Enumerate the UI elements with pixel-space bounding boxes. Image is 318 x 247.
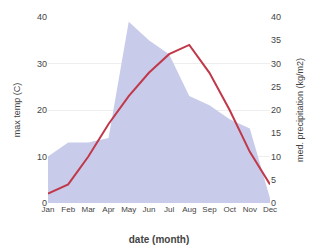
svg-text:25: 25	[271, 82, 281, 92]
svg-text:20: 20	[37, 105, 47, 115]
svg-text:35: 35	[271, 35, 281, 45]
svg-text:med. precipitation (kg/m2): med. precipitation (kg/m2)	[295, 58, 305, 162]
svg-text:max temp (C): max temp (C)	[12, 83, 22, 138]
svg-text:10: 10	[37, 152, 47, 162]
svg-text:Sep: Sep	[202, 205, 217, 214]
svg-text:20: 20	[271, 105, 281, 115]
svg-text:15: 15	[271, 128, 281, 138]
svg-text:0: 0	[271, 198, 276, 208]
svg-text:30: 30	[37, 59, 47, 69]
svg-text:date (month): date (month)	[129, 234, 190, 245]
svg-text:Feb: Feb	[61, 205, 75, 214]
svg-text:0: 0	[42, 198, 47, 208]
svg-text:Apr: Apr	[102, 205, 115, 214]
svg-text:Nov: Nov	[243, 205, 257, 214]
svg-text:5: 5	[271, 175, 276, 185]
svg-text:Jan: Jan	[42, 205, 55, 214]
svg-text:Aug: Aug	[182, 205, 196, 214]
svg-text:10: 10	[271, 152, 281, 162]
svg-text:Jun: Jun	[142, 205, 155, 214]
svg-text:Dec: Dec	[263, 205, 277, 214]
svg-text:Jul: Jul	[164, 205, 174, 214]
svg-text:40: 40	[271, 12, 281, 22]
svg-text:Mar: Mar	[81, 205, 95, 214]
svg-text:40: 40	[37, 12, 47, 22]
svg-text:May: May	[121, 205, 136, 214]
svg-text:Oct: Oct	[223, 205, 236, 214]
svg-text:30: 30	[271, 59, 281, 69]
